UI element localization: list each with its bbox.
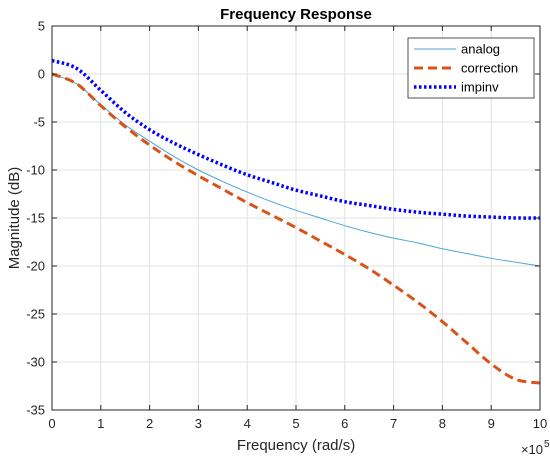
y-tick-label: 5	[38, 19, 45, 34]
x-axis-multiplier-exponent: 5	[544, 439, 550, 450]
series-line-analog	[51, 73, 541, 267]
x-tick-label: 7	[390, 416, 397, 431]
y-tick-label: -35	[26, 403, 45, 418]
x-axis-label: Frequency (rad/s)	[237, 437, 355, 454]
x-tick-label: 1	[97, 416, 104, 431]
legend-label-analog: analog	[461, 42, 500, 57]
legend-label-impinv: impinv	[461, 80, 499, 95]
y-axis-label: Magnitude (dB)	[6, 167, 23, 270]
y-tick-label: 0	[38, 67, 45, 82]
x-tick-label: 6	[341, 416, 348, 431]
series-line-impinv	[51, 58, 541, 220]
y-tick-label: -20	[26, 259, 45, 274]
x-tick-label: 10	[533, 416, 547, 431]
y-tick-label: -30	[26, 355, 45, 370]
series-layer	[51, 58, 541, 385]
y-tick-label: -10	[26, 163, 45, 178]
y-tick-label: -15	[26, 211, 45, 226]
x-tick-label: 5	[292, 416, 299, 431]
x-axis-ticks: 0 1 2 3 4 5 6 7 8 9 10	[48, 26, 547, 431]
x-tick-label: 2	[146, 416, 153, 431]
x-axis-multiplier: ×10	[521, 442, 543, 457]
x-tick-label: 3	[195, 416, 202, 431]
x-tick-label: 4	[244, 416, 251, 431]
legend-label-correction: correction	[461, 61, 518, 76]
legend: analog correction impinv	[407, 37, 535, 99]
y-tick-label: -25	[26, 307, 45, 322]
chart-title: Frequency Response	[220, 6, 372, 23]
x-tick-label: 8	[439, 416, 446, 431]
x-tick-label: 0	[48, 416, 55, 431]
x-tick-label: 9	[488, 416, 495, 431]
y-tick-label: -5	[33, 115, 45, 130]
y-axis-ticks: 5 0 -5 -10 -15 -20 -25 -30 -35	[26, 19, 540, 418]
series-line-correction	[51, 72, 541, 385]
